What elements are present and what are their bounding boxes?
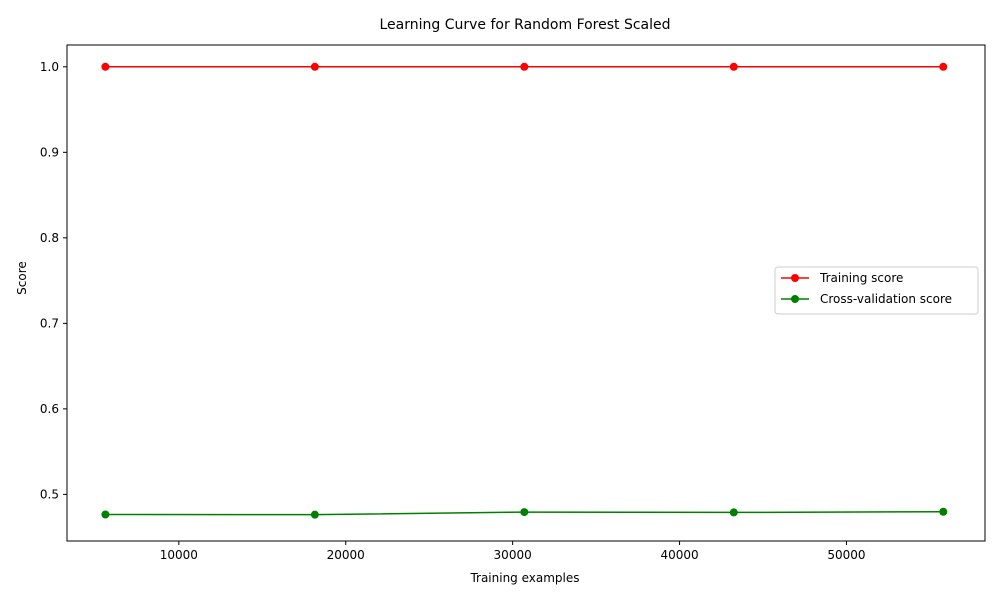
legend-label-training: Training score <box>819 271 903 285</box>
y-tick-label: 0.8 <box>40 231 59 245</box>
legend-box <box>774 266 979 315</box>
y-tick-label: 0.6 <box>40 402 59 416</box>
plot-frame <box>66 44 986 542</box>
x-axis-ticks: 10000 20000 30000 40000 50000 <box>160 541 866 562</box>
series-0-point <box>939 62 948 71</box>
legend-marker-training <box>791 274 799 282</box>
series-layer <box>101 62 948 519</box>
x-axis-label: Training examples <box>469 571 579 585</box>
chart-title: Learning Curve for Random Forest Scaled <box>379 17 670 33</box>
y-axis-ticks: 0.5 0.6 0.7 0.8 0.9 1.0 <box>40 60 67 501</box>
series-1-point <box>101 510 110 519</box>
x-tick-label: 40000 <box>660 548 698 562</box>
series-1-point <box>729 508 738 517</box>
x-tick-label: 50000 <box>827 548 865 562</box>
series-0-point <box>520 62 529 71</box>
series-0-point <box>101 62 110 71</box>
x-tick-label: 30000 <box>494 548 532 562</box>
legend-label-cv: Cross-validation score <box>820 292 952 306</box>
series-1-point <box>310 510 319 519</box>
legend: Training score Cross-validation score <box>774 266 979 315</box>
y-tick-label: 0.7 <box>40 316 59 330</box>
series-1-point <box>520 508 529 517</box>
series-0-point <box>729 62 738 71</box>
series-1-point <box>939 507 948 516</box>
x-tick-label: 10000 <box>160 548 198 562</box>
y-tick-label: 0.9 <box>40 145 59 159</box>
y-tick-label: 1.0 <box>40 60 59 74</box>
y-axis-label: Score <box>15 261 29 295</box>
y-tick-label: 0.5 <box>40 487 59 501</box>
legend-marker-cv <box>791 295 799 303</box>
series-0-point <box>310 62 319 71</box>
x-tick-label: 20000 <box>327 548 365 562</box>
